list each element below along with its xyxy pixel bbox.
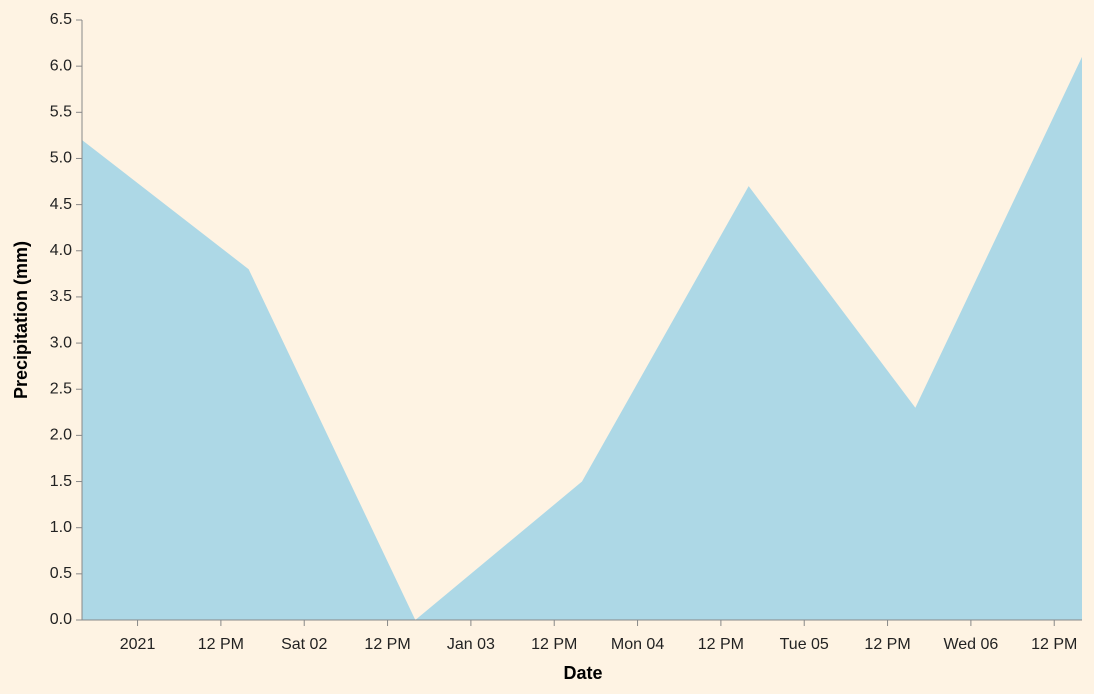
y-tick-label: 0.0: [50, 611, 72, 628]
y-tick-label: 6.0: [50, 57, 72, 74]
y-tick-label: 0.5: [50, 565, 72, 582]
y-tick-label: 1.0: [50, 519, 72, 536]
y-axis-title: Precipitation (mm): [11, 241, 31, 399]
x-tick-label: 2021: [120, 636, 156, 653]
x-axis-title: Date: [563, 663, 602, 683]
y-tick-label: 4.0: [50, 242, 72, 259]
y-tick-label: 4.5: [50, 196, 72, 213]
y-tick-label: 6.5: [50, 11, 72, 28]
y-tick-label: 3.0: [50, 334, 72, 351]
y-tick-label: 2.0: [50, 427, 72, 444]
area: [82, 56, 1082, 620]
x-tick-label: 12 PM: [531, 636, 577, 653]
x-tick-label: 12 PM: [198, 636, 244, 653]
x-tick-label: 12 PM: [364, 636, 410, 653]
x-tick-label: 12 PM: [698, 636, 744, 653]
y-tick-label: 3.5: [50, 288, 72, 305]
x-tick-label: Wed 06: [943, 636, 998, 653]
x-tick-label: Sat 02: [281, 636, 327, 653]
y-tick-label: 5.0: [50, 150, 72, 167]
x-tick-label: Tue 05: [780, 636, 829, 653]
x-tick-label: 12 PM: [1031, 636, 1077, 653]
x-tick-label: 12 PM: [864, 636, 910, 653]
x-tick-label: Mon 04: [611, 636, 664, 653]
y-tick-label: 5.5: [50, 104, 72, 121]
y-tick-label: 1.5: [50, 473, 72, 490]
y-tick-label: 2.5: [50, 380, 72, 397]
x-tick-label: Jan 03: [447, 636, 495, 653]
